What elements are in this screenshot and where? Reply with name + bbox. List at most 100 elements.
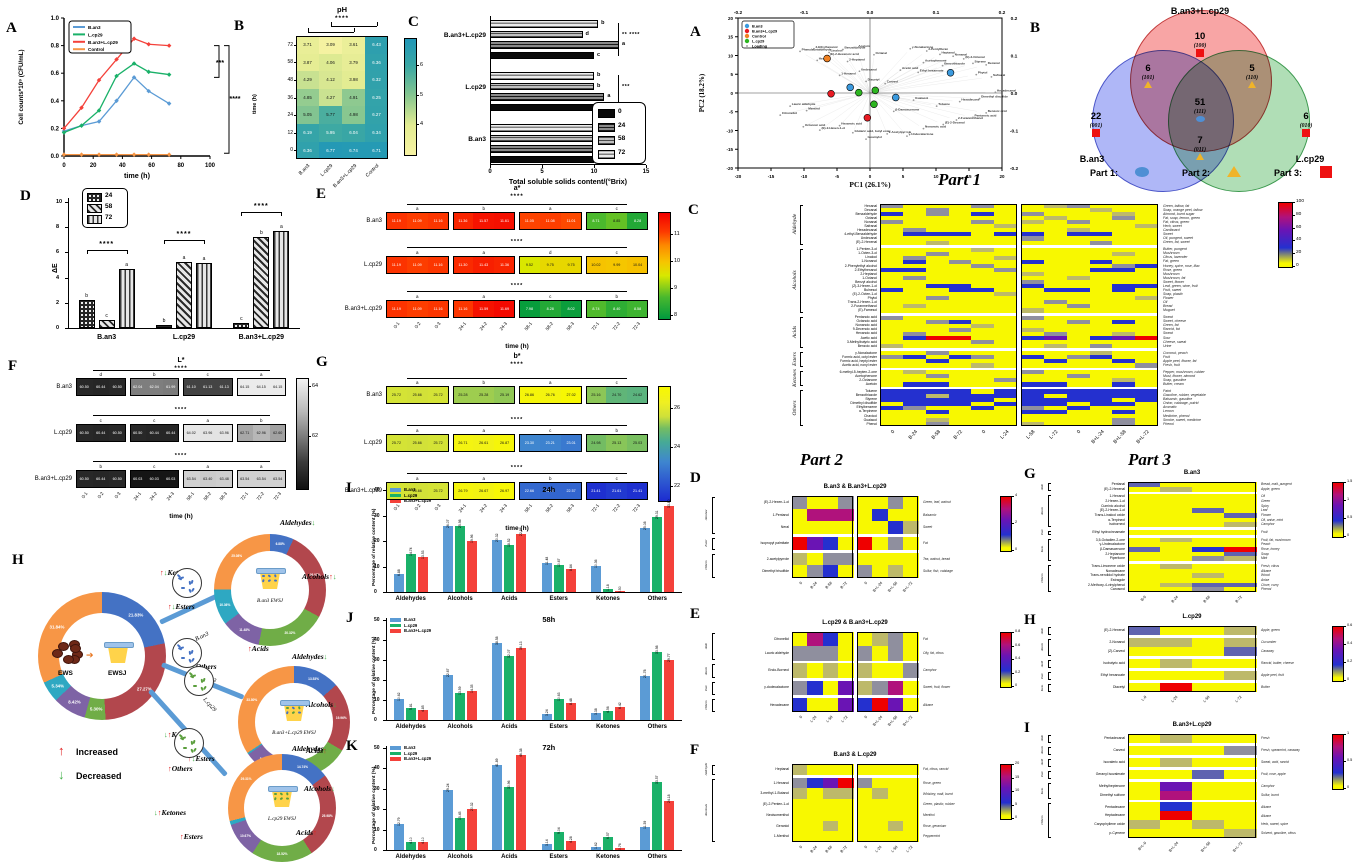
flavor-descriptor: Aromatic [1163,405,1177,410]
series-marker [146,88,151,94]
loading-point [802,125,805,128]
flavor-descriptor: Fresh, citrus [1261,564,1280,569]
heatmap-cell [1112,319,1136,325]
flavor-descriptor: Bread, malt, pungent [1261,482,1292,487]
y-tick-label: 10 [374,563,380,570]
x-tick [594,165,595,168]
heatmap-cell: 22.66 [519,482,540,500]
col-label: 0-1 [80,491,89,500]
flavor-descriptor: Cheese, sweat [1163,339,1187,344]
heatmap-cell [1021,216,1045,221]
donut-ann: ↓↑Ketones [154,808,186,817]
heatmap-cell [994,343,1018,349]
flavor-descriptor: Clove, curry [1261,582,1279,587]
heatmap-cell [902,228,927,233]
sig-letter: a [415,294,419,299]
flavor-descriptor: Leaf [1261,508,1268,513]
heatmap-cell [1043,351,1068,356]
bar-letter: c [240,315,243,322]
group-bracket [712,698,713,712]
axis-title: Total soluble solids content/(°Brix) [508,177,628,186]
colorbar [1332,482,1344,538]
heatmap-cell [994,224,1018,229]
heatmap-cell [837,809,854,821]
heatmap-cell [1043,370,1068,375]
sig-line [376,22,378,26]
heatmap-cell [857,646,873,661]
heatmap-cell [925,343,949,349]
sig-letter: b [548,476,552,481]
bar-value: 25.08 [643,521,648,531]
heatmap-cell: 6.19 [296,124,319,142]
heatmap-cell [857,788,873,800]
row-label: Formic acid, heptyl ester [840,358,877,363]
cat-label: B.an3 [97,334,117,341]
heatmap-cell [880,308,904,313]
trend-arrows: ↓ [324,652,328,661]
y-tick-label: 0.8 [51,44,60,50]
series-marker [79,123,84,128]
heatmap-cell [902,288,927,293]
heatmap-cell [902,232,927,237]
group-bracket [1048,538,1051,540]
trend-arrows: ↑↓ [188,754,196,763]
heatmap-cell [1066,224,1090,229]
loading-label: Decanal [988,61,1000,65]
bar-Esters-B.an3 [541,562,552,592]
flavor-descriptor: Whiskey, malt, burnt [923,791,953,796]
heatmap-cell [971,339,995,345]
loading-ray [869,54,923,94]
legend-marker [746,45,748,47]
heatmap-cell: 60.50 [129,424,146,442]
heatmap-cell: 4.85 [296,88,319,107]
y-tick-label: 50 [374,617,380,623]
heatmap-cell [1112,212,1136,217]
heatmap-cell [807,632,823,647]
heatmap-cell [994,267,1018,273]
row-label: 2-Heptanol [860,271,877,276]
colorbar-tick-label: 0.4 [1347,641,1353,645]
heatmap-cell [925,216,949,221]
bar-value: 18.52 [507,538,512,547]
colorbar-tick-label: 20 [1015,761,1020,765]
row-label: (E)-Farnesol [858,308,877,313]
flavor-descriptor: Sulfur, fish, cabbage [923,569,953,574]
heatmap-cell [1089,232,1113,237]
heatmap-cell [994,276,1018,281]
heatmap-cell [902,663,919,678]
heatmap-cell: 60.50 [76,378,93,396]
col-label: B-72 [840,581,849,590]
heatmap-cell [1192,482,1225,488]
heatmap-cell [1066,300,1090,305]
cup-sprinkle [273,579,278,582]
heatmap-cell [887,508,904,522]
row-label: 12 [287,129,293,136]
heatmap-cell [925,413,949,419]
heatmap-cell [1135,232,1159,237]
legend-swatch [598,122,615,132]
row-label: Nonanal [864,219,877,224]
loading-ray [869,92,920,126]
y-tick-label: 0.6 [51,71,60,77]
heatmap-cell [971,247,995,253]
group-bracket [800,248,803,250]
heatmap-cell [872,697,888,713]
bar-value: 4.10 [420,837,425,844]
heatmap-cell [1021,397,1045,403]
up-arrow-icon: ↑ [188,754,192,763]
bar-Alcohols-B.an3 [443,525,453,592]
heatmap-cell: 11.01 [560,212,582,230]
y-tick-label: 10 [374,697,380,703]
y-axis-title: Percentage of relative content (%) [372,508,377,586]
cat-label: Others [647,724,667,730]
chart-title: pH [337,5,347,14]
strip-block-border [519,256,582,274]
heatmap-cell [1128,811,1161,821]
colorbar-tick-label: 0 [1347,533,1350,537]
heatmap-cell [902,521,919,535]
flavor-descriptor: Fat, citrus, green [1163,219,1190,224]
heatmap-cell [1128,494,1161,500]
donut-pct: 10.67% [240,834,251,839]
heatmap-cell [1112,288,1136,293]
heatmap-cell [1112,220,1136,225]
